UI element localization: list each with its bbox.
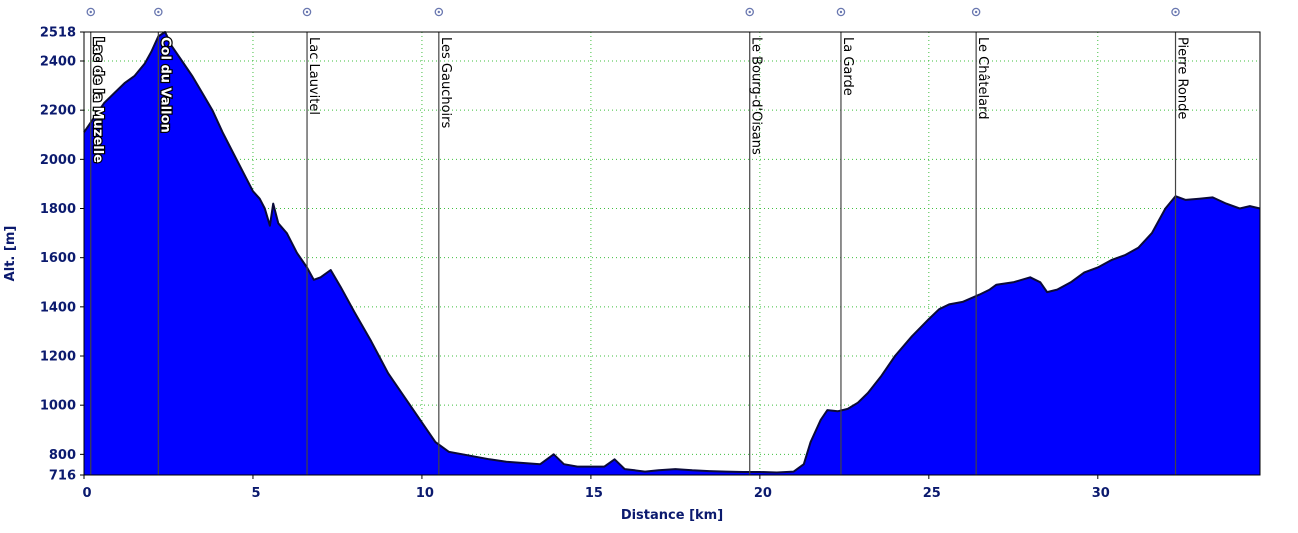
waypoint-marker-icon[interactable] <box>836 7 846 17</box>
waypoint-marker-dot <box>748 10 751 14</box>
waypoint-marker-icon[interactable] <box>302 7 312 17</box>
waypoint-marker-icon[interactable] <box>745 7 754 17</box>
waypoint-marker-icon[interactable] <box>971 7 981 17</box>
y-tick-label: 2518 <box>40 26 76 41</box>
waypoint: La Garde <box>836 7 855 475</box>
waypoint: Pierre Ronde <box>1171 7 1190 475</box>
x-axis-ticks: 0 5 10 15 20 25 30 <box>82 475 1110 501</box>
waypoint-label: Le Châtelard <box>975 37 990 119</box>
y-tick-label: 800 <box>49 448 76 463</box>
waypoint-marker-icon[interactable] <box>86 7 96 17</box>
y-tick-label: 1200 <box>40 350 76 365</box>
elevation-area <box>84 32 1260 475</box>
x-tick-label: 30 <box>1092 486 1110 501</box>
waypoint-marker-icon[interactable] <box>1171 7 1180 17</box>
elevation-line <box>83 31 1261 474</box>
waypoint-marker-icon[interactable] <box>434 7 444 17</box>
plot-frame <box>83 31 1261 476</box>
waypoint: Le Bourg-d'Oisans <box>745 7 764 475</box>
waypoint-marker-icon[interactable] <box>154 7 163 17</box>
x-tick-label: 15 <box>585 486 603 501</box>
waypoint-marker-dot <box>305 10 309 14</box>
waypoint-label: Les Gauchoirs <box>438 37 453 128</box>
waypoint: Lac de la Muzelle <box>86 7 106 475</box>
waypoint: Lac Lauvitel <box>302 7 321 475</box>
waypoint-label: Col du Vallon <box>157 37 172 133</box>
waypoint-annotations: Lac de la Muzelle Col du Vallon Lac Lauvit… <box>86 7 1190 475</box>
y-axis-title: Alt. [m] <box>3 226 18 282</box>
x-tick-label: 25 <box>923 486 941 501</box>
y-tick-label: 1600 <box>40 251 76 266</box>
x-tick-label: 20 <box>754 486 772 501</box>
waypoint-marker-dot <box>1174 10 1177 14</box>
waypoint-label: Lac Lauvitel <box>306 37 321 115</box>
x-tick-label: 10 <box>416 486 434 501</box>
waypoint-label: Pierre Ronde <box>1175 37 1190 119</box>
y-tick-label: 2000 <box>40 153 76 168</box>
x-tick-label: 0 <box>82 486 91 501</box>
waypoint: Les Gauchoirs <box>434 7 453 475</box>
waypoint-label: La Garde <box>840 37 855 96</box>
y-tick-label: 716 <box>49 469 76 484</box>
x-axis-title: Distance [km] <box>621 508 723 523</box>
y-tick-label: 1000 <box>40 399 76 414</box>
waypoint-label: Lac de la Muzelle <box>90 37 105 163</box>
waypoint: Le Châtelard <box>971 7 990 475</box>
x-tick-label: 5 <box>251 486 260 501</box>
y-tick-label: 1800 <box>40 202 76 217</box>
waypoint-marker-dot <box>89 10 92 14</box>
waypoint-marker-dot <box>437 10 441 14</box>
y-tick-label: 2200 <box>40 104 76 119</box>
y-tick-label: 1400 <box>40 300 76 315</box>
waypoint-label: Le Bourg-d'Oisans <box>749 37 764 155</box>
waypoint-marker-dot <box>157 10 160 14</box>
y-axis-ticks: 716 800 1000 1200 1400 1600 1800 2000 2200 2400 25… <box>40 26 84 484</box>
waypoint: Col du Vallon <box>154 7 174 475</box>
waypoint-marker-dot <box>974 10 978 14</box>
y-tick-label: 2400 <box>40 55 76 70</box>
waypoint-marker-dot <box>839 10 843 14</box>
